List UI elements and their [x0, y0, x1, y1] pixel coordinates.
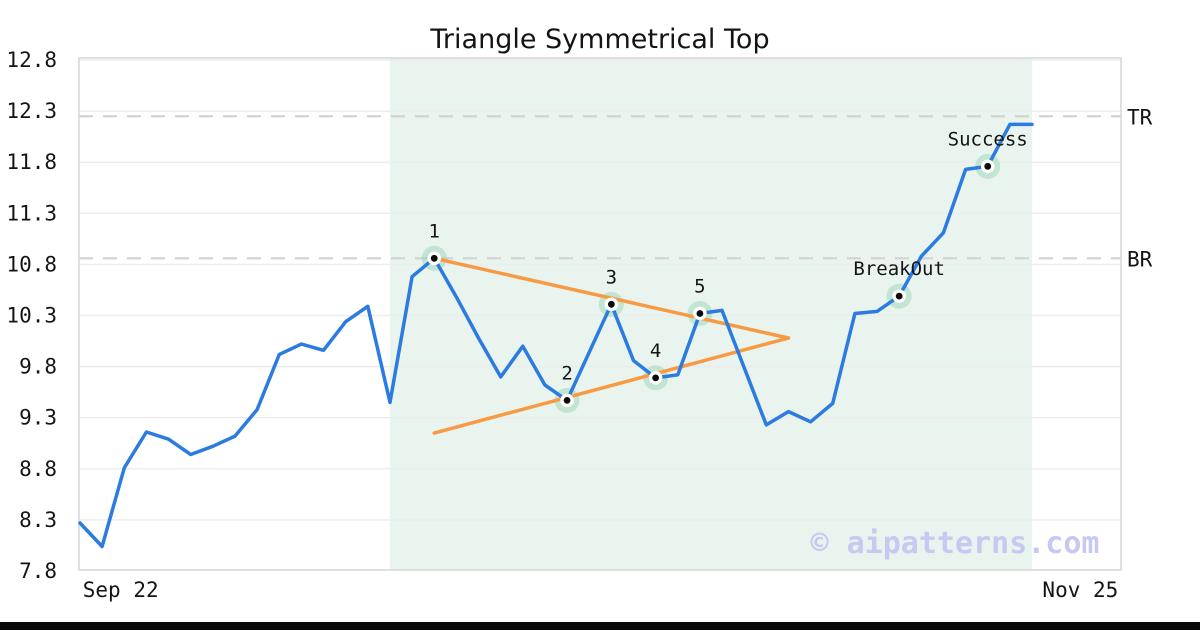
level-label-tr: TR: [1127, 105, 1153, 129]
marker-dot-success: [984, 162, 992, 170]
watermark: © aipatterns.com: [811, 526, 1100, 561]
pattern-label-breakout: BreakOut: [853, 258, 945, 280]
marker-dot-5: [696, 310, 704, 317]
marker-dot-3: [607, 300, 615, 308]
pattern-label-5: 5: [694, 275, 705, 297]
pattern-label-1: 1: [429, 220, 440, 242]
y-tick-label: 10.8: [6, 252, 57, 276]
y-tick-label: 11.8: [6, 150, 57, 174]
level-label-br: BR: [1127, 247, 1153, 271]
y-tick-label: 9.8: [19, 355, 57, 379]
plot-border: [78, 57, 1122, 571]
chart-title: Triangle Symmetrical Top: [429, 24, 769, 55]
y-tick-label: 12.3: [6, 99, 57, 123]
plot-layer: TR BR 1 2 3 4 5 BreakOut Success 7.8 8.3 8.8 9.3 9.8 1…: [0, 48, 1200, 630]
y-tick-label: 10.3: [6, 304, 57, 328]
pattern-label-4: 4: [650, 340, 661, 362]
y-tick-label: 8.3: [19, 508, 57, 532]
pattern-shaded-region: [389, 58, 1032, 570]
marker-dot-4: [652, 374, 660, 382]
marker-dot-2: [563, 396, 571, 404]
x-tick-label: Sep 22: [83, 578, 159, 602]
x-tick-label: Nov 25: [1042, 578, 1118, 602]
marker-dot-breakout: [895, 292, 903, 300]
y-tick-label: 11.3: [6, 201, 57, 225]
price-line: [78, 122, 1034, 549]
trendline-lower: [432, 336, 791, 435]
y-tick-label: 9.3: [19, 406, 57, 430]
pattern-label-3: 3: [606, 266, 617, 288]
pattern-label-success: Success: [948, 128, 1028, 150]
bottom-bar: [0, 622, 1200, 630]
y-tick-label: 8.8: [19, 457, 57, 481]
y-tick-label: 7.8: [19, 559, 57, 583]
y-tick-label: 12.8: [6, 48, 57, 72]
marker-dot-1: [430, 254, 438, 262]
pattern-label-2: 2: [561, 362, 572, 384]
